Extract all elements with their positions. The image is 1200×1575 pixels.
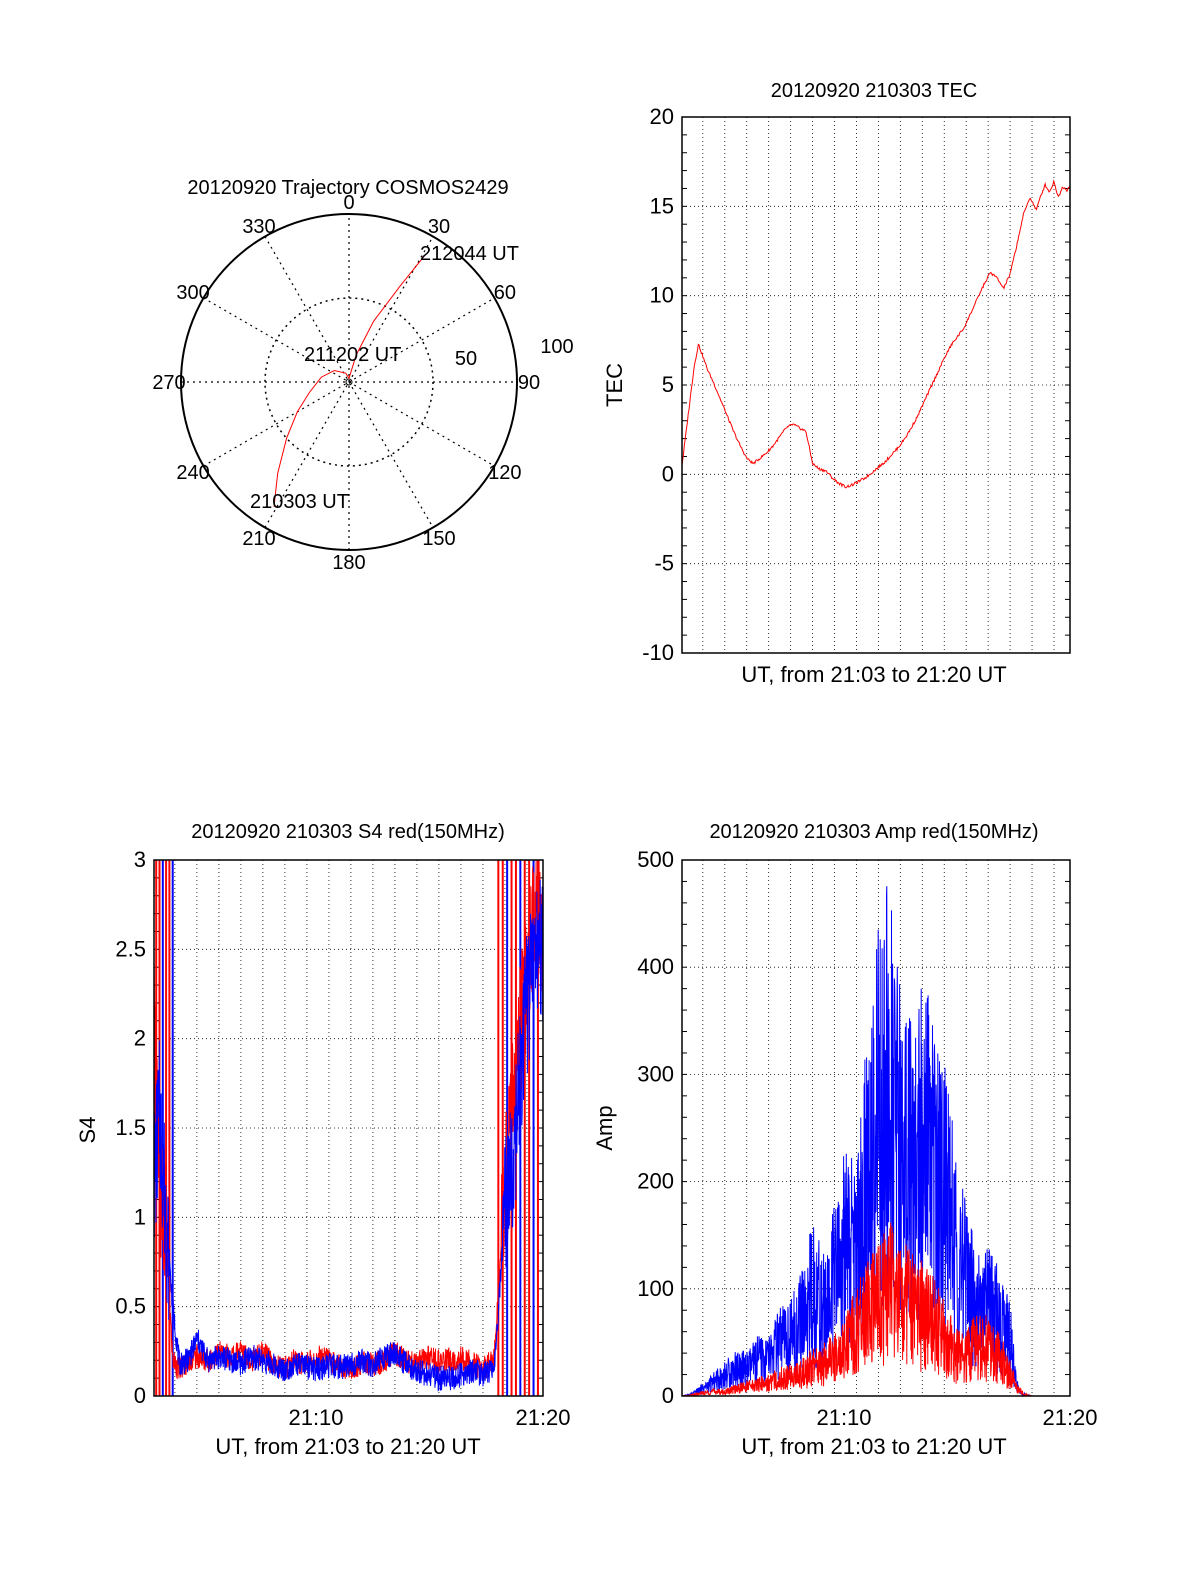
y-tick-label: 400 xyxy=(637,954,674,979)
amp-title: 20120920 210303 Amp red(150MHz) xyxy=(709,821,1038,843)
y-tick-label: 1 xyxy=(134,1204,146,1229)
tec-x-label: UT, from 21:03 to 21:20 UT xyxy=(741,662,1006,687)
polar-azimuth-label: 120 xyxy=(488,462,521,484)
polar-inner-ring xyxy=(264,297,434,467)
polar-elev-label-100: 100 xyxy=(540,336,573,358)
amp-x-tick-2110: 21:10 xyxy=(816,1405,871,1430)
amp-panel: 20120920 210303 Amp red(150MHz) 500 400 30… xyxy=(592,821,1098,1459)
tec-axes-frame xyxy=(681,116,1071,654)
polar-azimuth-label: 30 xyxy=(428,216,450,238)
polar-azimuth-label: 60 xyxy=(494,282,516,304)
amp-y-label: Amp xyxy=(592,1105,617,1150)
polar-azimuth-labels: 0 30 60 90 120 150 180 210 240 270 300 330 xyxy=(152,192,540,574)
s4-red-series-line xyxy=(153,859,544,1381)
y-tick-label: 300 xyxy=(637,1061,674,1086)
s4-title: 20120920 210303 S4 red(150MHz) xyxy=(191,821,505,843)
tec-title: 20120920 210303 TEC xyxy=(771,80,977,102)
y-tick-label: 1.5 xyxy=(115,1115,146,1140)
s4-blue-series-line xyxy=(153,879,544,1392)
polar-grid xyxy=(181,214,517,550)
polar-azimuth-label: 300 xyxy=(176,282,209,304)
tec-y-label: TEC xyxy=(602,363,627,407)
polar-elev-label-50: 50 xyxy=(455,348,477,370)
polar-azimuth-label: 0 xyxy=(343,192,354,214)
y-tick-label: 0.5 xyxy=(115,1294,146,1319)
y-tick-label: 0 xyxy=(134,1383,146,1408)
y-tick-label: -10 xyxy=(642,640,674,665)
polar-trajectory-line xyxy=(273,253,427,507)
trajectory-label-mid: 211202 UT xyxy=(304,344,401,366)
s4-axes-frame xyxy=(153,859,544,1397)
polar-outer-ring xyxy=(180,213,518,551)
polar-title: 20120920 Trajectory COSMOS2429 xyxy=(187,177,508,199)
tec-panel: 20120920 210303 TEC 20 15 10 5 0 -5 -10 TEC UT… xyxy=(602,80,1071,687)
amp-blue-series-line xyxy=(682,886,1070,1398)
y-tick-label: 5 xyxy=(662,372,674,397)
s4-y-tick-labels: 3 2.5 2 1.5 1 0.5 0 xyxy=(115,847,146,1408)
y-tick-label: 2 xyxy=(134,1026,146,1051)
polar-azimuth-label: 180 xyxy=(332,552,365,574)
trajectory-label-start: 210303 UT xyxy=(250,491,349,513)
y-tick-label: 0 xyxy=(662,461,674,486)
s4-grid xyxy=(154,859,543,1396)
polar-azimuth-label: 210 xyxy=(242,528,275,550)
amp-x-label: UT, from 21:03 to 21:20 UT xyxy=(741,1434,1006,1459)
amp-axes-frame xyxy=(681,859,1071,1397)
s4-y-label: S4 xyxy=(75,1117,100,1144)
s4-panel: 20120920 210303 S4 red(150MHz) 3 2.5 2 1.5 1… xyxy=(75,821,571,1459)
trajectory-label-end: 212044 UT xyxy=(420,243,519,265)
polar-azimuth-label: 270 xyxy=(152,372,185,394)
y-tick-label: 500 xyxy=(637,847,674,872)
polar-azimuth-label: 240 xyxy=(176,462,209,484)
polar-spoke xyxy=(264,236,434,528)
s4-dropout-spikes xyxy=(155,860,539,1396)
y-tick-label: -5 xyxy=(654,551,674,576)
polar-azimuth-label: 330 xyxy=(242,216,275,238)
tec-series-line xyxy=(681,179,1071,489)
polar-panel: 20120920 Trajectory COSMOS2429 0 30 60 90 12… xyxy=(152,177,573,574)
polar-azimuth-label: 90 xyxy=(518,372,540,394)
y-tick-label: 0 xyxy=(662,1383,674,1408)
amp-x-tick-2120: 21:20 xyxy=(1042,1405,1097,1430)
y-tick-label: 15 xyxy=(650,193,674,218)
y-tick-label: 20 xyxy=(650,104,674,129)
y-tick-label: 3 xyxy=(134,847,146,872)
y-tick-label: 200 xyxy=(637,1169,674,1194)
tec-y-tick-labels: 20 15 10 5 0 -5 -10 xyxy=(642,104,674,665)
y-tick-label: 2.5 xyxy=(115,936,146,961)
s4-x-tick-2110: 21:10 xyxy=(288,1405,343,1430)
s4-x-tick-2120: 21:20 xyxy=(515,1405,570,1430)
polar-azimuth-label: 150 xyxy=(422,528,455,550)
amp-y-tick-labels: 500 400 300 200 100 0 xyxy=(637,847,674,1408)
y-tick-label: 10 xyxy=(650,283,674,308)
tec-grid xyxy=(682,116,1070,653)
s4-x-label: UT, from 21:03 to 21:20 UT xyxy=(215,1434,480,1459)
y-tick-label: 100 xyxy=(637,1276,674,1301)
amp-red-series-line xyxy=(682,1222,1070,1398)
